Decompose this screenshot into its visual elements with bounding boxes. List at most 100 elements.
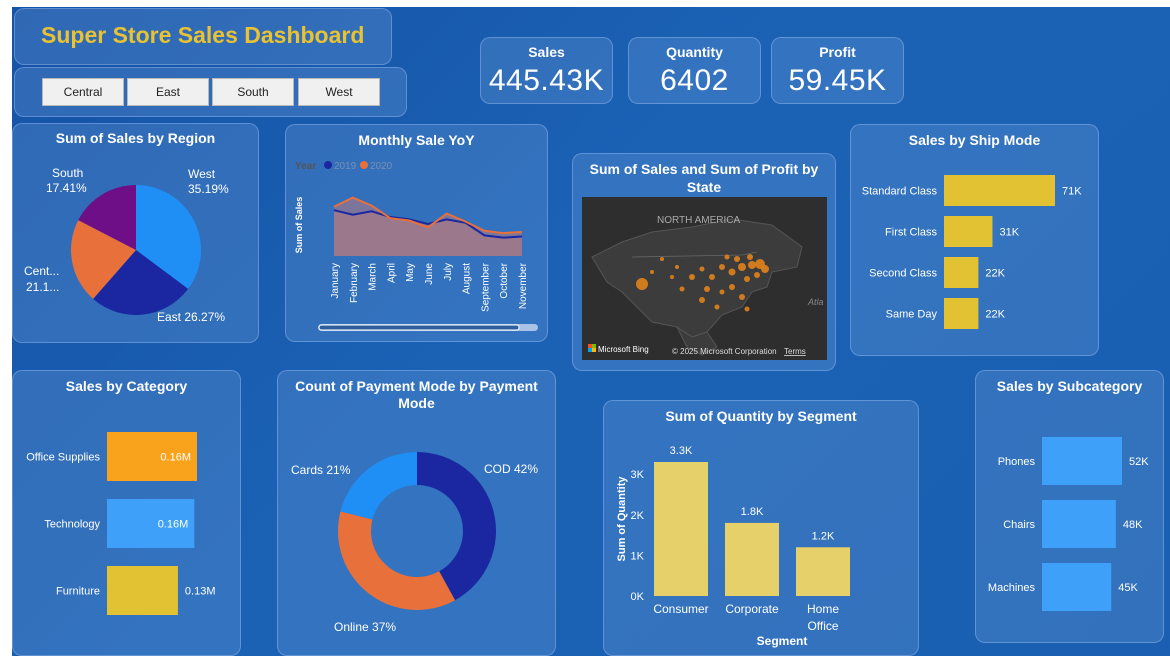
legend-label: 2020 [370,161,393,172]
category-label: Furniture [56,586,100,598]
x-tick-label: August [462,263,473,294]
slicer-item-east[interactable]: East [127,78,209,106]
category-label: Chairs [1003,519,1035,531]
category-label: Office Supplies [26,452,100,464]
data-label: 22K [985,268,1005,280]
chart-title: Sales by Subcategory [996,378,1143,394]
bar [1042,437,1122,485]
segment-card: Sum of Quantity by Segment 0K 1K 2K 3K Sum o… [603,400,919,656]
landmass-shape [591,218,803,338]
y-tick-label: 0K [631,591,645,603]
data-label: 1.2K [812,530,835,542]
category-label: Standard Class [862,186,938,198]
state-bubble [709,274,715,280]
state-bubble [724,254,730,260]
data-label: 31K [999,227,1019,239]
donut-slice [417,452,497,601]
state-bubble [689,274,695,280]
pie-label: 17.41% [46,181,87,195]
bar [654,462,708,596]
pie-label: Cent... [24,264,59,278]
state-bubble [719,264,725,270]
chart-title: Sum of Quantity by Segment [665,408,857,424]
state-bubble [739,294,745,300]
donut-label: COD 42% [484,462,538,476]
state-bubble [660,257,664,261]
bar [107,566,178,615]
x-tick-label: July [443,263,454,281]
map-visual[interactable]: NORTH AMERICA Atla Microsoft Bing © 2025 Mi… [582,197,827,360]
x-tick-label: February [349,263,360,303]
x-tick-label: May [405,263,416,282]
x-tick-label: October [499,262,510,298]
kpi-label: Quantity [666,44,723,60]
slicer-item-central[interactable]: Central [42,78,124,106]
pie-label: 21.1... [26,280,59,294]
kpi-value: 445.43K [488,64,605,97]
bar [944,216,993,247]
state-bubble [748,261,756,269]
bing-logo-text: Microsoft Bing [598,345,649,354]
bing-logo-icon [592,344,596,348]
category-label: First Class [885,227,937,239]
state-bubble [729,284,735,290]
kpi-card-sales: Sales 445.43K [480,37,613,104]
dashboard-canvas: Super Store Sales Dashboard Central East… [12,7,1170,656]
slicer-item-west[interactable]: West [298,78,380,106]
chart-title: Sales by Ship Mode [908,132,1041,148]
data-label: 3.3K [670,445,693,457]
slicer-item-south[interactable]: South [212,78,294,106]
legend-marker [324,161,332,169]
chart-title: Count of Payment Mode by Payment Mode [295,378,538,411]
kpi-card-quantity: Quantity 6402 [628,37,761,104]
bar [944,175,1055,206]
x-tick-label: September [480,262,491,312]
pie-label: East 26.27% [157,310,225,324]
x-tick-label: Corporate [725,602,779,616]
state-bubble [747,254,753,260]
monthly-yoy-card: Monthly Sale YoY Year 2019 2020 Sum of Sale… [285,124,548,342]
title-card: Super Store Sales Dashboard [14,8,392,65]
state-bubble [636,278,648,290]
map-copyright: © 2025 Microsoft Corporation [672,347,777,356]
y-tick-label: 2K [631,510,645,522]
category-label: Phones [998,456,1036,468]
subcategory-card: Sales by Subcategory Phones 52K Chairs 48K M… [975,370,1164,643]
series-line-2020 [333,196,523,235]
bar [796,547,850,596]
state-bubble [761,265,769,273]
border-line [631,251,758,258]
y-axis-label: Sum of Sales [294,197,304,254]
bar [944,298,979,329]
dashboard-title: Super Store Sales Dashboard [41,22,365,48]
bar [725,522,779,596]
bing-logo-icon [588,344,592,348]
state-bubble [744,276,750,282]
region-slicer: Central East South West [14,67,407,117]
state-bubble [738,263,746,271]
x-tick-label: Consumer [653,602,708,616]
pie-label: 35.19% [188,182,229,196]
ocean-label: Atla [807,297,824,307]
state-bubble [679,286,685,292]
scrollbar-thumb [318,324,520,331]
x-tick-label: June [424,263,435,285]
legend-title: Year [295,161,316,172]
data-label: 71K [1062,186,1082,198]
y-axis-label: Sum of Quantity [616,476,628,562]
map-region-label: NORTH AMERICA [657,215,740,226]
pie-slice-east [93,250,189,315]
x-tick-label: January [330,263,341,299]
category-label: Technology [44,519,100,531]
monthly-area-chart: Year 2019 2020 Sum of Sales January February M… [294,161,538,331]
chart-title: Monthly Sale YoY [358,132,475,148]
chart-title: Sales by Category [65,378,188,394]
y-tick-label: 3K [631,469,645,481]
state-bubble [719,289,725,295]
state-bubble [704,286,710,292]
state-bubble [754,272,760,278]
state-bubble [744,306,750,312]
pie-slice-cent [71,220,136,299]
